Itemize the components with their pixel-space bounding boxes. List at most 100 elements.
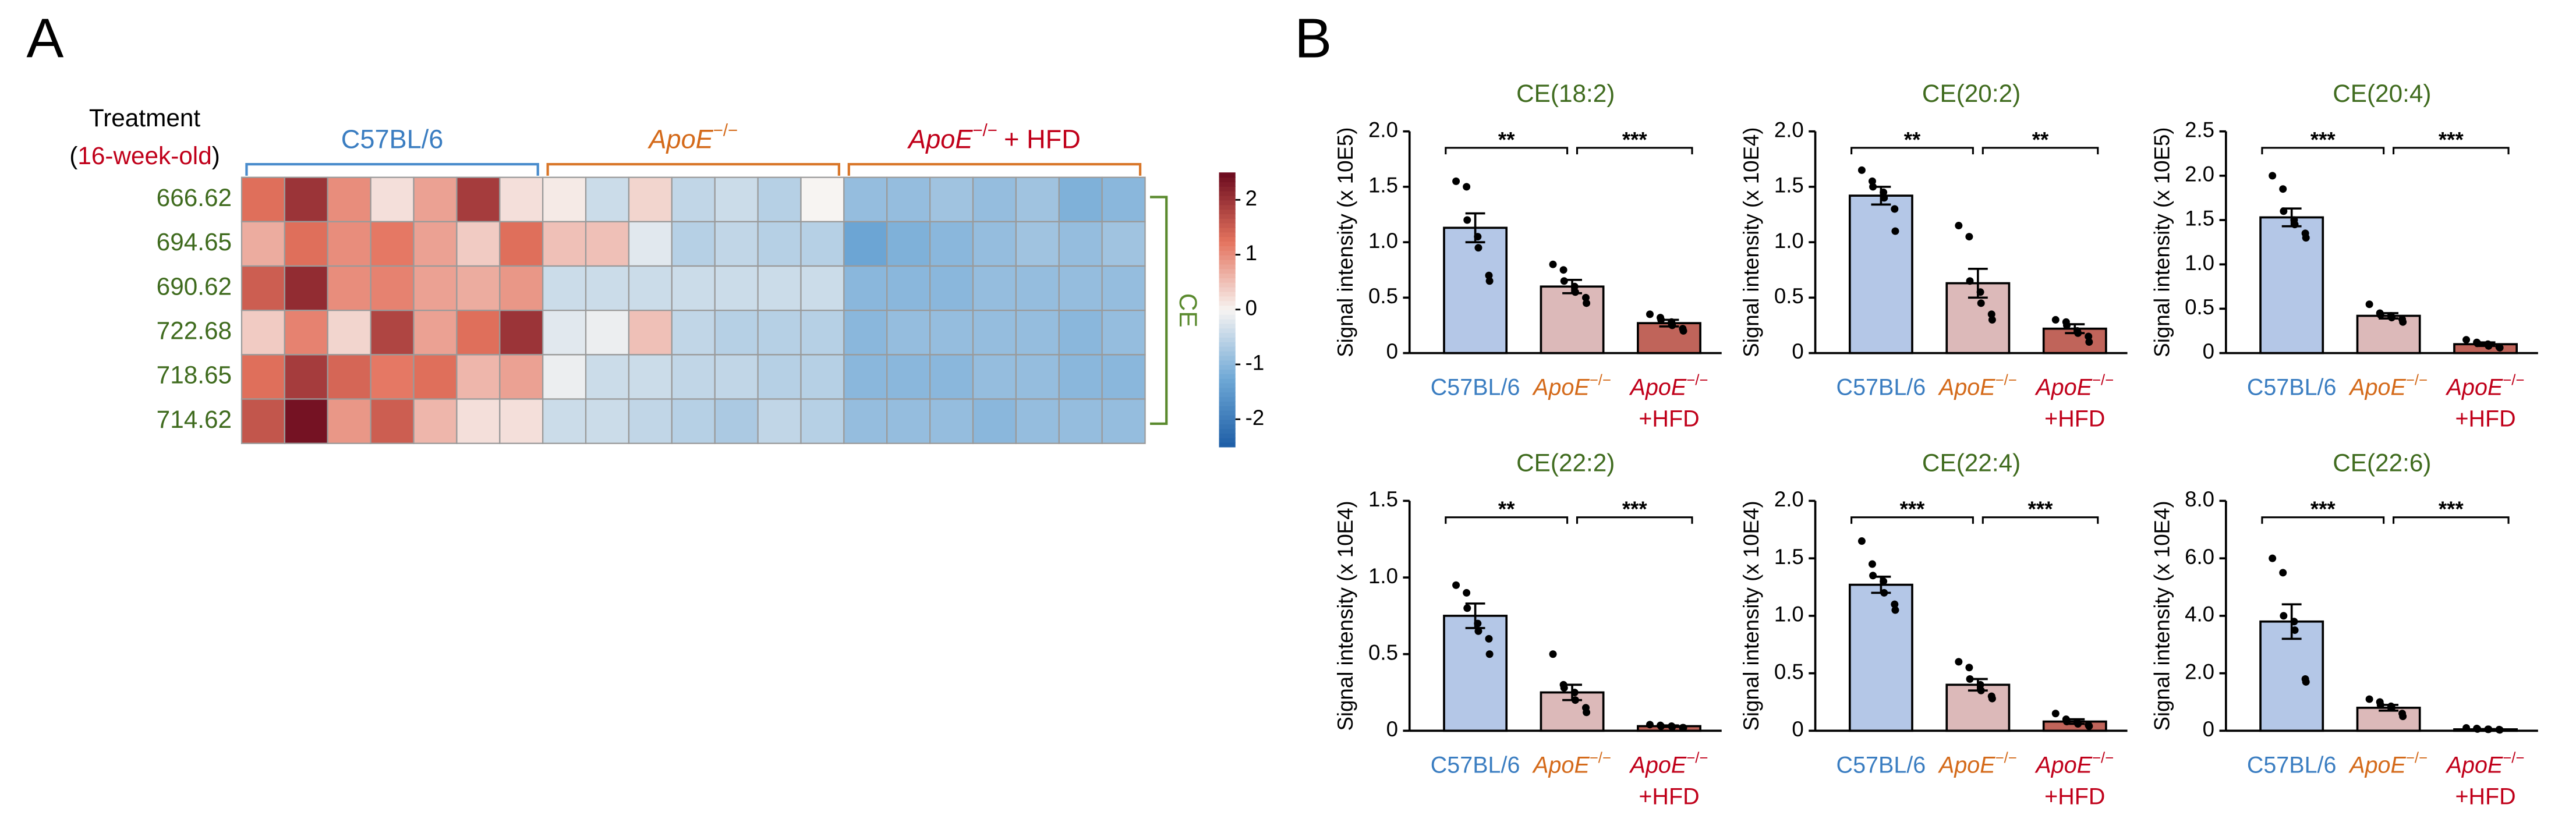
colorbar-segment <box>1219 373 1236 379</box>
colorbar-segment <box>1219 236 1236 242</box>
y-tick-label: 0 <box>1792 717 1803 741</box>
data-point <box>1966 277 1974 285</box>
data-point <box>2302 234 2310 242</box>
label-superscript: −/− <box>1995 372 2017 388</box>
colorbar-tick-label: 0 <box>1245 296 1257 320</box>
heatmap-cell <box>757 398 802 444</box>
heatmap-cell <box>843 176 888 222</box>
significance-bracket <box>2261 147 2385 155</box>
significance-label: *** <box>2439 497 2464 521</box>
heatmap-cell <box>800 265 845 311</box>
y-tick-label: 0 <box>1386 717 1398 741</box>
data-point <box>2399 712 2407 721</box>
label: ApoE−/− <box>1938 750 2017 778</box>
heatmap-cell <box>628 221 673 267</box>
data-point <box>1559 266 1567 274</box>
data-point <box>2485 342 2493 350</box>
label: C57BL/6 <box>1837 753 1926 778</box>
colorbar-tick-label: 1 <box>1245 241 1257 265</box>
group-bracket <box>245 162 539 176</box>
heatmap-cell <box>628 310 673 356</box>
data-point <box>1955 222 1963 230</box>
significance-label: *** <box>2439 127 2464 151</box>
y-tick-label: 0.5 <box>1774 660 1804 683</box>
heatmap-cell <box>628 354 673 400</box>
data-point <box>2365 695 2373 703</box>
data-point <box>1463 183 1471 191</box>
data-point <box>2376 701 2384 709</box>
heatmap-cell <box>585 354 630 400</box>
y-tick-label: 0.5 <box>1368 284 1398 308</box>
data-point <box>2485 725 2493 733</box>
colorbar-segment <box>1219 186 1236 192</box>
y-tick-label: 1.0 <box>1774 229 1804 253</box>
colorbar-segment <box>1219 442 1236 448</box>
colorbar-segment <box>1219 323 1236 329</box>
label: ApoE−/− <box>1629 750 1708 778</box>
colorbar-segment <box>1219 424 1236 430</box>
data-point <box>1868 560 1876 568</box>
y-tick-label: 0.5 <box>2185 295 2214 319</box>
significance-bracket <box>1850 516 1974 524</box>
colorbar-segment <box>1219 190 1236 196</box>
y-tick-label: 1.0 <box>1368 229 1398 253</box>
heatmap-cell <box>628 176 673 222</box>
colorbar-segment <box>1219 213 1236 219</box>
heatmap-cell <box>1015 310 1060 356</box>
label-text: ApoE <box>1938 753 1995 778</box>
label-superscript: −/− <box>2406 372 2428 388</box>
label-text: C57BL/6 <box>2247 375 2337 400</box>
colorbar-segment <box>1219 428 1236 434</box>
significance-label: *** <box>2028 497 2054 521</box>
bar <box>1540 285 1605 354</box>
label: ApoE−/− <box>2348 750 2428 778</box>
heatmap-cell <box>240 221 285 267</box>
heatmap-cell <box>370 221 415 267</box>
y-tick-label: 0 <box>1792 339 1803 363</box>
data-point <box>2062 321 2071 329</box>
data-point <box>2496 726 2504 734</box>
heatmap-cell <box>1101 310 1146 356</box>
colorbar-segment <box>1219 378 1236 384</box>
colorbar-segment <box>1219 222 1236 228</box>
data-point <box>1474 619 1482 628</box>
group-bracket <box>546 162 841 176</box>
colorbar-segment <box>1219 272 1236 278</box>
significance-label: ** <box>1498 127 1515 151</box>
data-point <box>1857 537 1866 545</box>
heatmap-cell <box>972 398 1017 444</box>
label-superscript: −/− <box>2503 372 2524 388</box>
heatmap-cell <box>929 221 974 267</box>
label-line2: +HFD <box>2455 784 2515 809</box>
heatmap-cell <box>284 310 328 356</box>
significance-label: ** <box>1498 497 1515 521</box>
data-point <box>1976 288 1984 296</box>
heatmap-cell <box>499 354 544 400</box>
heatmap-cell <box>671 265 716 311</box>
heatmap-cell <box>542 310 587 356</box>
data-point <box>1474 244 1482 252</box>
row-header: Treatment <box>89 104 200 132</box>
heatmap-cell <box>800 221 845 267</box>
colorbar-segment <box>1219 209 1236 215</box>
heatmap-cell <box>929 265 974 311</box>
heatmap-cell <box>671 398 716 444</box>
data-point <box>1880 194 1888 202</box>
data-point <box>2269 172 2277 180</box>
heatmap-cell <box>327 310 371 356</box>
heatmap-cell <box>499 221 544 267</box>
heatmap-cell <box>413 310 458 356</box>
data-point <box>1583 708 1591 717</box>
data-point <box>2279 185 2287 193</box>
colorbar-segment <box>1219 195 1236 201</box>
colorbar-tick-label: 2 <box>1245 186 1257 210</box>
heatmap-cell <box>1101 354 1146 400</box>
data-point <box>1679 327 1687 335</box>
row-label: 714.62 <box>157 406 232 433</box>
y-tick-label: 6.0 <box>2185 545 2214 569</box>
data-point <box>1474 233 1482 241</box>
significance-label: *** <box>2310 127 2336 151</box>
significance-bracket <box>1576 516 1693 524</box>
heatmap-cell <box>1058 310 1103 356</box>
data-point <box>1646 310 1654 318</box>
